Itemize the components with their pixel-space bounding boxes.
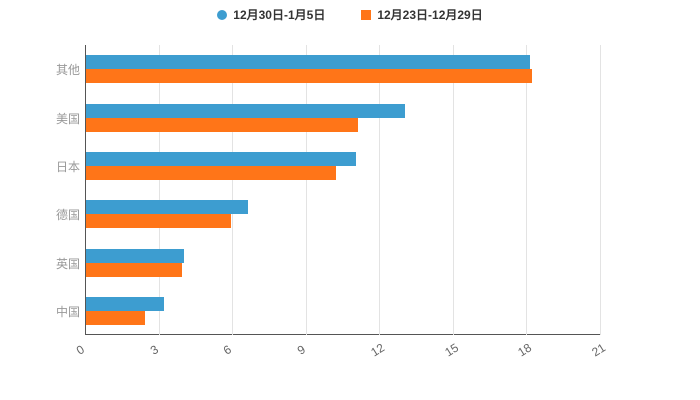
category-label-0: 其他 [55,63,80,78]
legend-swatch-orange-icon [361,9,372,20]
plot-area [85,45,601,335]
bar-blue-1[interactable] [86,103,405,118]
bar-orange-2[interactable] [86,165,337,180]
gridline-x-3 [158,45,160,335]
x-tick-label-15: 15 [442,340,461,360]
bar-orange-1[interactable] [86,117,359,132]
legend-label-week-current: 12月30日-1月5日 [233,8,326,22]
bar-orange-0[interactable] [86,69,533,84]
gridline-x-18 [526,45,528,335]
gridline-x-9 [305,45,307,335]
gridline-x-21 [600,45,601,335]
x-axis-line [85,334,600,335]
bar-blue-0[interactable] [86,55,530,70]
category-label-2: 日本 [55,159,80,174]
x-tick-label-9: 9 [294,342,308,358]
category-label-5: 中国 [55,304,80,319]
legend-item-week-current[interactable]: 12月30日-1月5日 [217,6,325,23]
x-tick-label-6: 6 [220,342,235,358]
x-tick-label-21: 21 [589,340,609,360]
gridline-x-6 [232,45,234,335]
bar-blue-4[interactable] [86,248,185,263]
x-tick-label-0: 0 [73,342,87,358]
legend-item-week-previous[interactable]: 12月23日-12月29日 [361,6,483,23]
bar-orange-5[interactable] [86,310,145,325]
gridline-x-12 [379,45,381,335]
y-axis-line [85,45,86,335]
category-label-3: 德国 [55,208,80,223]
x-tick-label-3: 3 [147,342,161,358]
x-tick-label-18: 18 [515,340,535,360]
bar-blue-5[interactable] [86,296,165,311]
category-label-1: 美国 [55,111,80,126]
category-label-4: 英国 [55,256,80,271]
bar-blue-3[interactable] [86,200,248,215]
bar-orange-3[interactable] [86,214,231,229]
x-tick-label-12: 12 [368,340,388,360]
bar-orange-4[interactable] [86,262,182,277]
legend-swatch-blue-icon [217,9,228,20]
legend-label-week-previous: 12月23日-12月29日 [377,8,483,22]
gridline-x-15 [452,45,454,335]
bar-blue-2[interactable] [86,151,356,166]
chart-legend: 12月30日-1月5日 12月23日-12月29日 [0,6,700,23]
